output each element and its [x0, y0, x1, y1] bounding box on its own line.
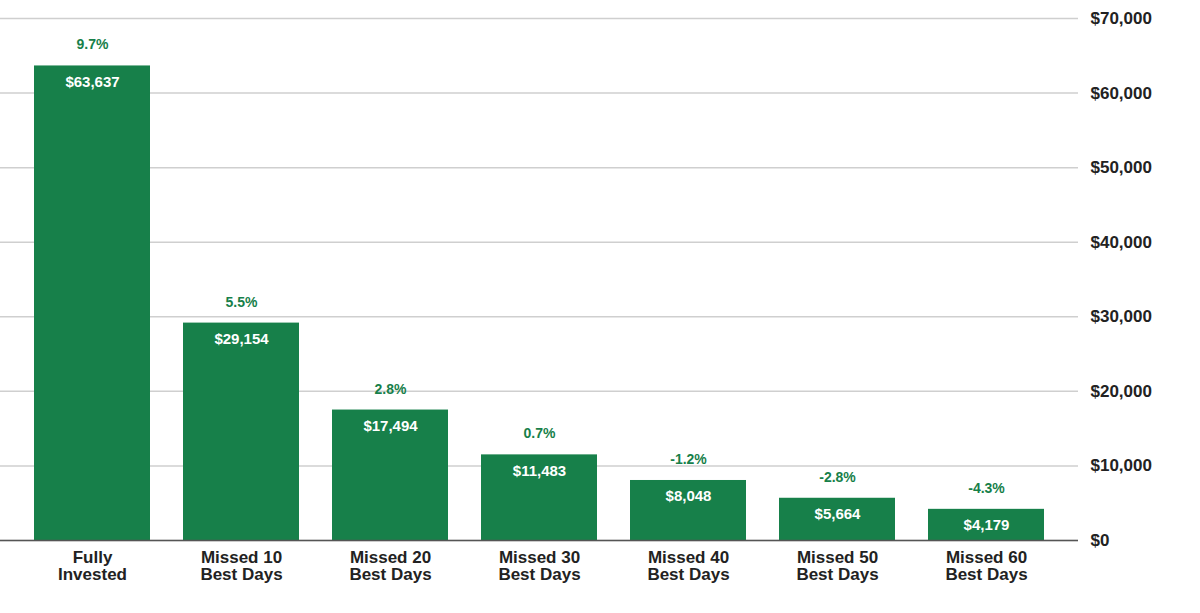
svg-text:$70,000: $70,000 [1091, 9, 1152, 28]
svg-text:$20,000: $20,000 [1091, 382, 1152, 401]
svg-text:$63,637: $63,637 [65, 73, 119, 90]
svg-text:-2.8%: -2.8% [819, 469, 856, 485]
svg-text:$4,179: $4,179 [964, 516, 1010, 533]
svg-text:$5,664: $5,664 [815, 505, 862, 522]
svg-text:Missed 40Best Days: Missed 40Best Days [647, 548, 729, 584]
svg-text:$60,000: $60,000 [1091, 84, 1152, 103]
svg-text:9.7%: 9.7% [77, 36, 109, 52]
svg-text:Missed 20Best Days: Missed 20Best Days [349, 548, 431, 584]
svg-text:Missed 60Best Days: Missed 60Best Days [945, 548, 1027, 584]
svg-text:-1.2%: -1.2% [670, 451, 707, 467]
svg-text:$50,000: $50,000 [1091, 158, 1152, 177]
svg-text:$29,154: $29,154 [214, 330, 269, 347]
svg-text:$40,000: $40,000 [1091, 233, 1152, 252]
svg-text:-4.3%: -4.3% [968, 480, 1005, 496]
svg-text:Missed 30Best Days: Missed 30Best Days [498, 548, 580, 584]
svg-text:$17,494: $17,494 [363, 417, 418, 434]
svg-text:FullyInvested: FullyInvested [58, 548, 127, 584]
svg-text:$30,000: $30,000 [1091, 307, 1152, 326]
svg-text:Missed 10Best Days: Missed 10Best Days [200, 548, 282, 584]
svg-text:$10,000: $10,000 [1091, 456, 1152, 475]
svg-text:5.5%: 5.5% [226, 294, 258, 310]
svg-text:$8,048: $8,048 [666, 487, 712, 504]
svg-text:0.7%: 0.7% [524, 425, 556, 441]
svg-text:2.8%: 2.8% [375, 381, 407, 397]
svg-text:$0: $0 [1091, 531, 1110, 550]
svg-text:$11,483: $11,483 [513, 462, 566, 479]
svg-text:Missed 50Best Days: Missed 50Best Days [796, 548, 878, 584]
